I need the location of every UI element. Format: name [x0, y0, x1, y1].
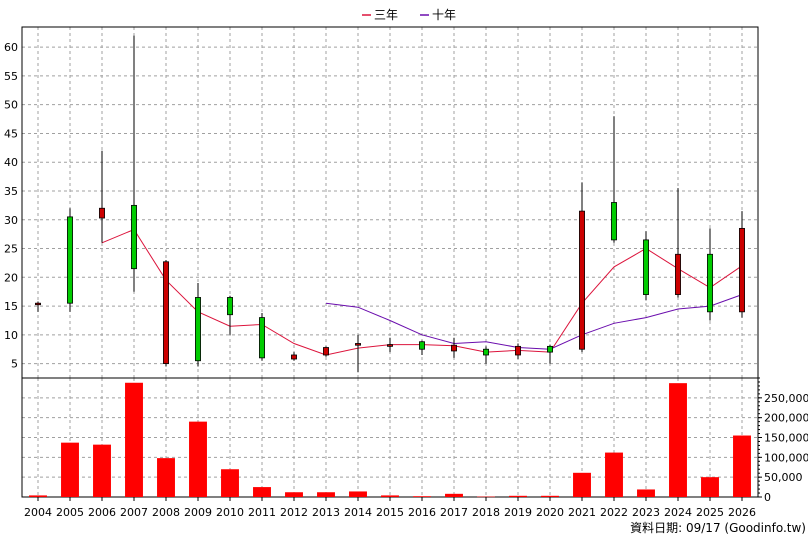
candle-body-2010 — [227, 297, 233, 316]
price-tick-label: 5 — [11, 358, 18, 371]
volume-bar-2014 — [349, 491, 367, 497]
volume-tick-label: 0 — [764, 491, 771, 504]
volume-bar-2019 — [509, 495, 527, 497]
x-tick-label-2007: 2007 — [120, 506, 148, 519]
volume-bar-2018 — [477, 496, 495, 498]
x-tick-label-2018: 2018 — [472, 506, 500, 519]
volume-bar-2011 — [253, 487, 271, 497]
volume-bar-2023 — [637, 489, 655, 497]
volume-bar-2022 — [605, 452, 623, 497]
candle-body-2023 — [643, 239, 649, 295]
price-tick-label: 35 — [4, 185, 18, 198]
candle-body-2022 — [611, 202, 617, 241]
volume-bar-2012 — [285, 492, 303, 497]
candle-body-2026 — [739, 227, 745, 313]
volume-bar-2021 — [573, 472, 591, 497]
candle-body-2009 — [195, 297, 201, 362]
x-tick-label-2022: 2022 — [600, 506, 628, 519]
x-tick-label-2006: 2006 — [88, 506, 116, 519]
x-tick-label-2017: 2017 — [440, 506, 468, 519]
candle-body-2013 — [323, 347, 329, 356]
x-tick-label-2011: 2011 — [248, 506, 276, 519]
x-tick-label-2009: 2009 — [184, 506, 212, 519]
candle-body-2021 — [579, 210, 585, 350]
x-tick-label-2023: 2023 — [632, 506, 660, 519]
x-tick-label-2025: 2025 — [696, 506, 724, 519]
volume-tick-label: 200,000 — [764, 412, 808, 425]
candle-body-2020 — [547, 345, 553, 353]
candle-body-2018 — [483, 348, 489, 356]
candle-body-2019 — [515, 345, 521, 356]
volume-tick-label: 150,000 — [764, 432, 808, 445]
volume-bar-2006 — [93, 444, 111, 497]
price-tick-label: 20 — [4, 271, 18, 284]
candle-body-2012 — [291, 354, 297, 360]
volume-bar-2009 — [189, 421, 207, 497]
candle-body-2006 — [99, 207, 105, 219]
x-tick-label-2012: 2012 — [280, 506, 308, 519]
volume-bar-2015 — [381, 495, 399, 497]
data-date-note: 資料日期: 09/17 (Goodinfo.tw) — [630, 521, 806, 535]
price-tick-label: 10 — [4, 329, 18, 342]
volume-bar-2007 — [125, 382, 143, 497]
volume-bar-2026 — [733, 435, 751, 497]
candle-body-2007 — [131, 204, 137, 270]
price-tick-label: 50 — [4, 99, 18, 112]
price-tick-label: 30 — [4, 214, 18, 227]
price-panel: 5 10 15 20 25 30 35 40 45 50 55 60 — [4, 26, 759, 379]
x-tick-label-2008: 2008 — [152, 506, 180, 519]
volume-bar-2005 — [61, 442, 79, 497]
legend-label-1: 十年 — [432, 8, 456, 22]
volume-tick-label: 100,000 — [764, 451, 808, 464]
price-tick-label: 15 — [4, 300, 18, 313]
x-tick-label-2016: 2016 — [408, 506, 436, 519]
volume-panel: 0 50,000 100,000 150,000 200,000 250,000 — [21, 377, 808, 504]
ma10-line — [325, 294, 743, 350]
candle-body-2004 — [35, 302, 41, 306]
volume-bar-2025 — [701, 477, 719, 497]
volume-bar-2013 — [317, 492, 335, 497]
x-tick-label-2015: 2015 — [376, 506, 404, 519]
volume-tick-label: 250,000 — [764, 392, 808, 405]
price-tick-label: 40 — [4, 156, 18, 169]
volume-bar-2020 — [541, 495, 559, 497]
x-tick-label-2021: 2021 — [568, 506, 596, 519]
legend-label-0: 三年 — [374, 8, 398, 22]
volume-bar-2024 — [669, 383, 687, 497]
price-tick-label: 60 — [4, 41, 18, 54]
price-tick-label: 55 — [4, 70, 18, 83]
x-tick-label-2020: 2020 — [536, 506, 564, 519]
x-tick-label-2005: 2005 — [56, 506, 84, 519]
candle-body-2005 — [67, 216, 73, 304]
x-tick-label-2019: 2019 — [504, 506, 532, 519]
price-tick-label: 25 — [4, 243, 18, 256]
x-tick-label-2014: 2014 — [344, 506, 372, 519]
legend: 三年 十年 — [362, 8, 456, 22]
candle-body-2025 — [707, 253, 713, 313]
x-tick-label-2004: 2004 — [24, 506, 52, 519]
volume-bar-2016 — [413, 496, 431, 497]
volume-bar-2010 — [221, 469, 239, 497]
volume-bar-2008 — [157, 458, 175, 497]
candle-body-2008 — [163, 261, 169, 365]
x-tick-label-2024: 2024 — [664, 506, 692, 519]
x-axis: 2004 2005 2006 2007 2008 2009 2010 2011 2012 2013… — [24, 497, 756, 519]
volume-bar-2017 — [445, 493, 463, 497]
x-tick-label-2026: 2026 — [728, 506, 756, 519]
candle-body-2017 — [451, 344, 457, 352]
price-tick-label: 45 — [4, 127, 18, 140]
x-tick-label-2010: 2010 — [216, 506, 244, 519]
candle-body-2015 — [387, 344, 393, 347]
x-tick-label-2013: 2013 — [312, 506, 340, 519]
volume-bar-2004 — [29, 495, 47, 497]
candle-body-2016 — [419, 341, 425, 350]
volume-tick-label: 50,000 — [764, 471, 803, 484]
candle-body-2011 — [259, 317, 265, 359]
candle-body-2024 — [675, 253, 681, 295]
candle-body-2014 — [355, 343, 361, 346]
